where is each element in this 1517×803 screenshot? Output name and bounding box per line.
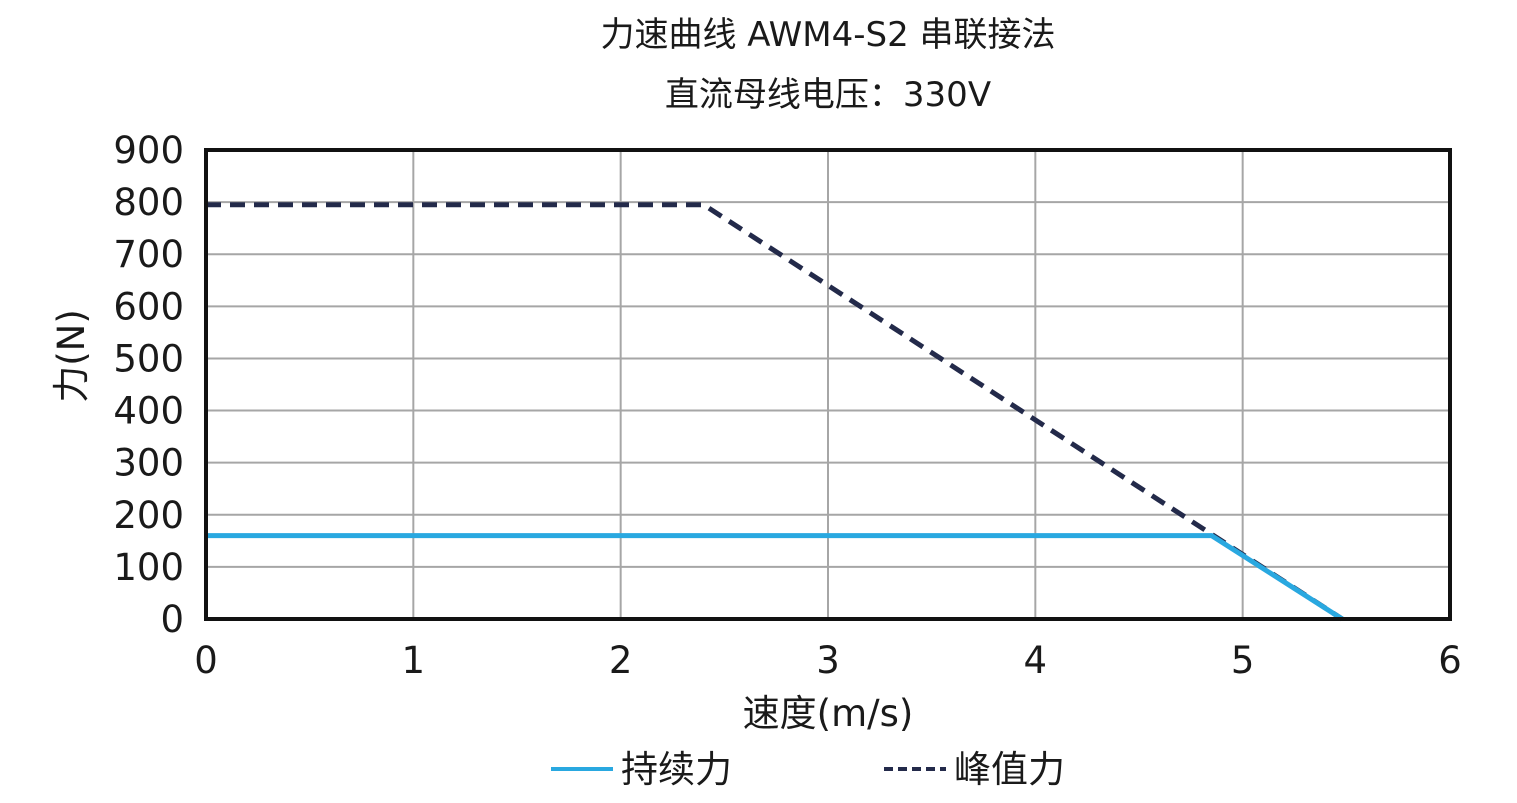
plot-frame <box>204 148 1452 621</box>
y-tick-label: 500 <box>113 337 184 380</box>
series-line-peak-force <box>206 202 1344 622</box>
x-tick-label: 5 <box>1231 639 1255 682</box>
legend-label: 峰值力 <box>954 748 1065 791</box>
legend: 持续力 峰值力 <box>551 748 1065 791</box>
x-tick-label: 3 <box>816 639 840 682</box>
y-tick-label: 300 <box>113 442 184 485</box>
grid <box>205 149 1451 620</box>
legend-label: 持续力 <box>621 748 732 791</box>
x-axis-label: 速度(m/s) <box>743 692 914 735</box>
x-tick-label: 6 <box>1438 639 1462 682</box>
y-axis-label: 力(N) <box>50 309 93 403</box>
x-axis-ticks: 0 1 2 3 4 5 6 <box>194 639 1462 682</box>
series-layer <box>206 202 1344 622</box>
y-tick-label: 600 <box>113 285 184 328</box>
y-tick-label: 0 <box>160 598 184 641</box>
y-tick-label: 700 <box>113 233 184 276</box>
x-tick-label: 1 <box>402 639 426 682</box>
x-tick-label: 0 <box>194 639 218 682</box>
series-line-continuous-force <box>206 533 1344 622</box>
x-tick-label: 4 <box>1024 639 1048 682</box>
x-tick-label: 2 <box>609 639 633 682</box>
y-tick-label: 400 <box>113 390 184 433</box>
y-tick-label: 100 <box>113 546 184 589</box>
y-tick-label: 900 <box>113 129 184 172</box>
chart-subtitle: 直流母线电压：330V <box>665 75 991 115</box>
y-axis-ticks: 0 100 200 300 400 500 600 700 800 900 <box>113 129 184 641</box>
chart-title: 力速曲线 AWM4-S2 串联接法 <box>600 15 1055 55</box>
y-tick-label: 800 <box>113 181 184 224</box>
y-tick-label: 200 <box>113 494 184 537</box>
